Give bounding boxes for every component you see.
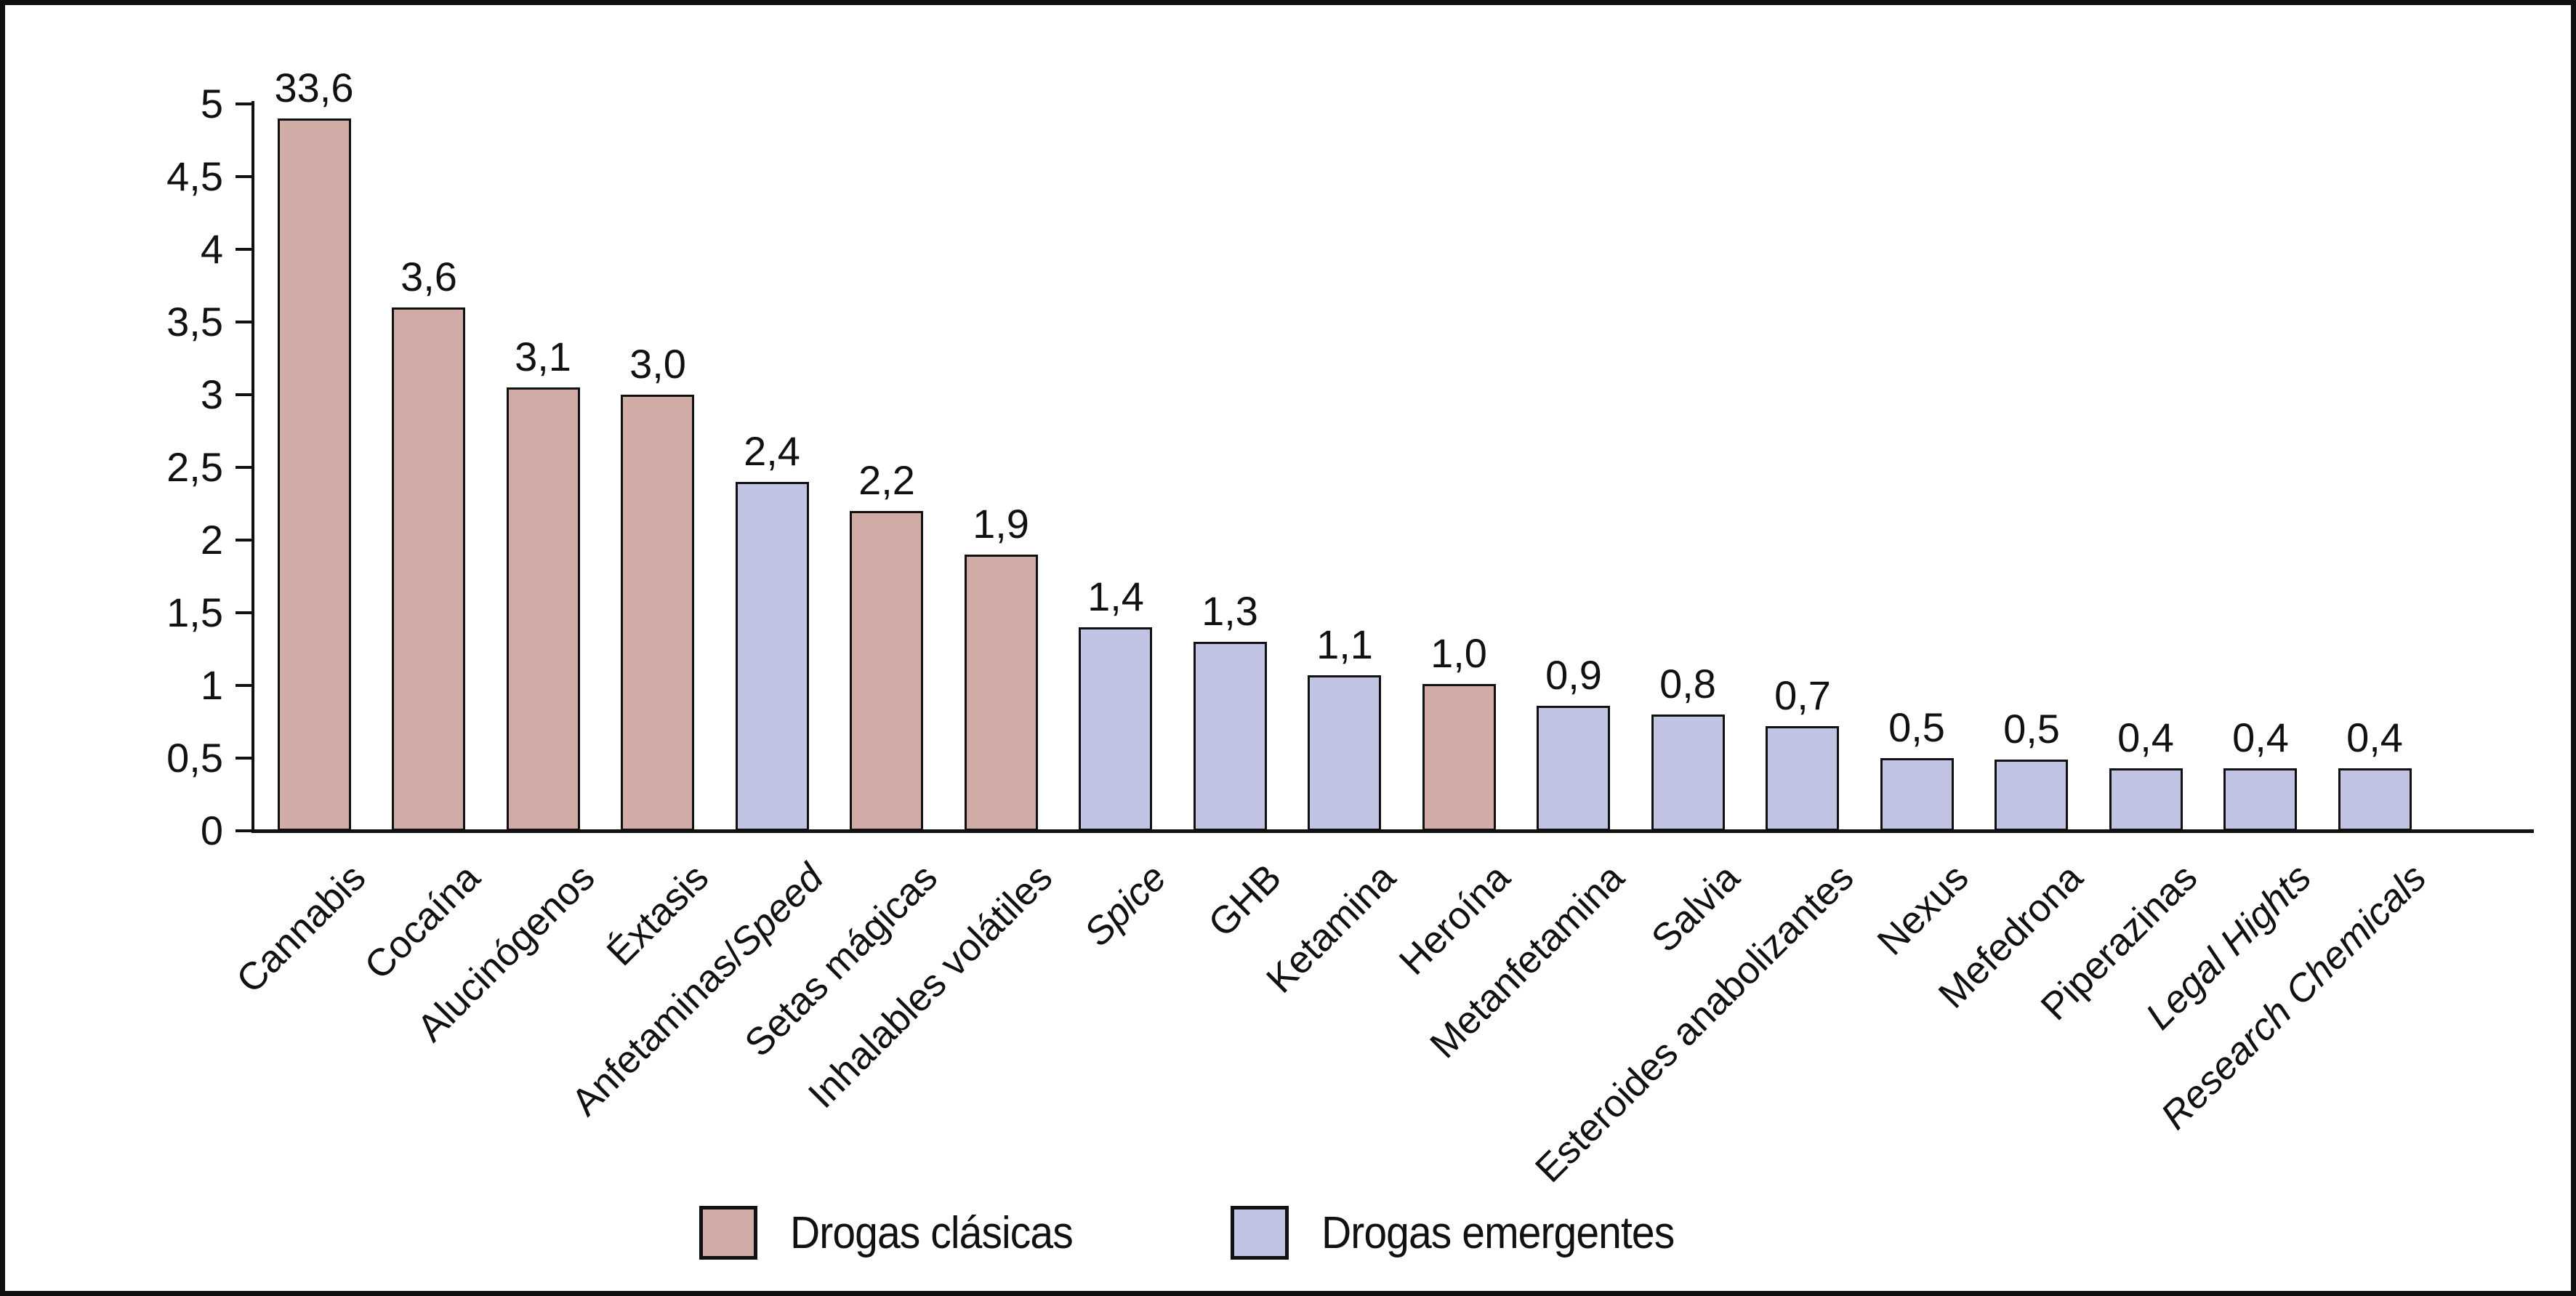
x-axis-label: Salvia (1643, 856, 1749, 962)
x-axis-label-text: Cannabis (228, 856, 374, 1002)
legend-swatch (699, 1206, 757, 1260)
x-axis-label: Spice (1076, 856, 1176, 956)
x-axis-label-text: Anfetaminas/ (563, 935, 754, 1124)
bar (1422, 684, 1496, 831)
bar-value-label: 0,7 (1774, 672, 1831, 718)
bar-value-label: 1,4 (1087, 573, 1144, 619)
y-axis-tick-label: 3,5 (166, 299, 223, 345)
y-axis-tick (236, 248, 251, 251)
y-axis-tick-label: 5 (200, 81, 223, 126)
bar-value-label: 0,5 (1888, 704, 1945, 750)
bar-value-label: 33,6 (274, 65, 354, 110)
y-axis-tick-label: 4 (200, 226, 223, 272)
x-axis-label-text: Salvia (1643, 856, 1748, 961)
bar-value-label: 3,0 (629, 341, 686, 387)
bar (2338, 768, 2412, 831)
bar (507, 387, 580, 831)
y-axis-tick-label: 1,5 (166, 589, 223, 635)
x-axis-label-text: Spice (1076, 856, 1175, 955)
bar (1995, 760, 2068, 831)
legend-swatch (1231, 1206, 1289, 1260)
bar-value-label: 2,2 (858, 457, 915, 503)
y-axis-tick (236, 611, 251, 614)
bar (1766, 726, 1839, 831)
x-axis-label: GHB (1200, 856, 1291, 946)
y-axis-tick (236, 321, 251, 323)
bar-value-label: 0,4 (2232, 715, 2289, 760)
bar (1079, 627, 1152, 831)
y-axis-tick-label: 2 (200, 517, 223, 563)
y-axis-line (251, 101, 254, 832)
bar-value-label: 0,4 (2117, 715, 2174, 760)
y-axis-tick (236, 102, 251, 105)
x-axis-label-text: Metanfetamina (1422, 856, 1633, 1067)
bar (1537, 706, 1610, 831)
bar (736, 482, 809, 831)
bar-value-label: 1,9 (973, 501, 1029, 547)
bar-value-label: 2,4 (744, 428, 800, 474)
bar-value-label: 1,1 (1316, 621, 1373, 667)
y-axis-tick (236, 466, 251, 469)
bar (1880, 758, 1954, 831)
y-axis-tick-label: 3 (200, 371, 223, 417)
y-axis-tick (236, 757, 251, 760)
x-axis-label: Nexus (1869, 856, 1978, 965)
bar-value-label: 3,1 (515, 334, 571, 379)
bar (621, 395, 694, 831)
y-axis-tick-label: 1 (200, 662, 223, 708)
bar-value-label: 0,5 (2003, 706, 2060, 752)
bar-value-label: 0,9 (1545, 652, 1602, 698)
legend-label: Drogas clásicas (790, 1207, 1074, 1258)
bar-value-label: 1,0 (1430, 630, 1487, 676)
x-axis-label-text: Speed (723, 856, 832, 965)
bar (965, 555, 1038, 831)
y-axis-tick-label: 0,5 (166, 735, 223, 781)
y-axis-tick (236, 539, 251, 542)
bar-value-label: 0,4 (2346, 715, 2403, 760)
bar (850, 511, 923, 831)
bar (1308, 675, 1381, 831)
x-axis-line (251, 829, 2534, 833)
y-axis-tick (236, 175, 251, 178)
y-axis-tick-label: 4,5 (166, 153, 223, 199)
bar (278, 118, 351, 831)
bar (2109, 768, 2183, 831)
y-axis-tick (236, 393, 251, 396)
bar (1194, 642, 1267, 831)
bar-value-label: 3,6 (401, 254, 457, 299)
x-axis-label: Metanfetamina (1422, 856, 1634, 1068)
bar-value-label: 0,8 (1659, 661, 1716, 707)
x-axis-label: Cannabis (228, 856, 375, 1002)
bar (2223, 768, 2297, 831)
x-axis-label-text: GHB (1200, 856, 1290, 946)
y-axis-tick-label: 0 (200, 808, 223, 853)
bar (392, 307, 465, 831)
x-axis-label-text: Nexus (1869, 856, 1977, 964)
y-axis-tick-label: 2,5 (166, 444, 223, 490)
bar-value-label: 1,3 (1202, 588, 1258, 634)
bar (1651, 715, 1725, 831)
y-axis-tick (236, 829, 251, 832)
y-axis-tick (236, 684, 251, 687)
legend-label: Drogas emergentes (1321, 1207, 1675, 1258)
